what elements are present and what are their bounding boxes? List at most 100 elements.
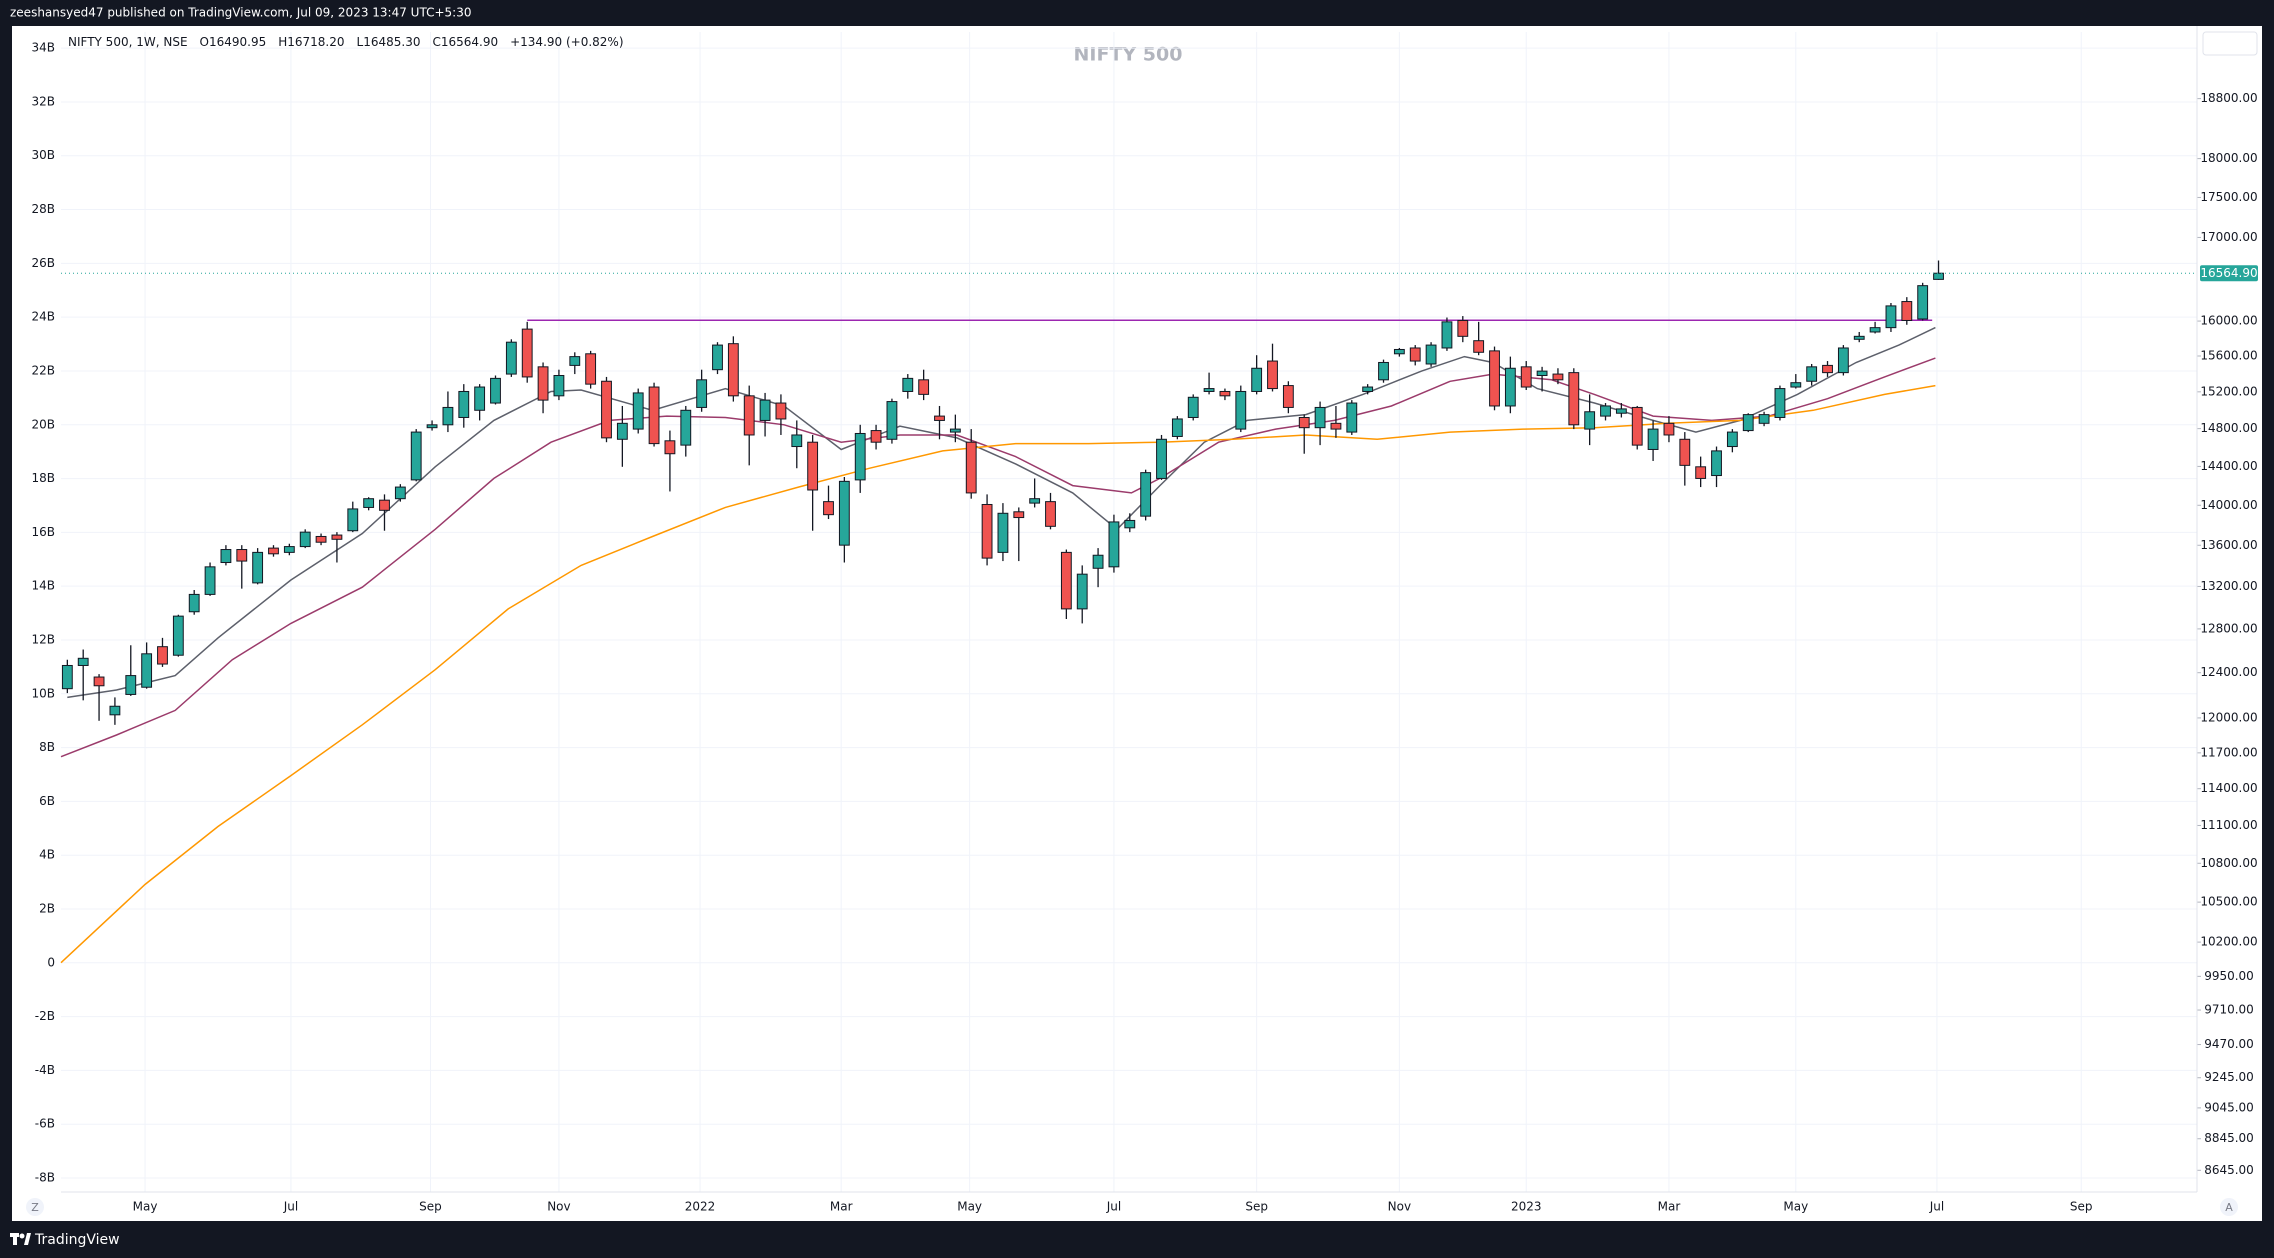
- x-tick-label: May: [957, 1200, 982, 1214]
- x-tick-label: Nov: [547, 1200, 570, 1214]
- y2-tick-label: 6B: [39, 794, 55, 808]
- candle-body: [347, 508, 359, 532]
- corner-box: [2202, 31, 2258, 56]
- candle-body: [696, 379, 708, 408]
- candle-body: [252, 551, 264, 584]
- candle-body: [157, 646, 168, 665]
- y2-tick-label: 4B: [39, 848, 55, 862]
- candle-body: [775, 402, 787, 420]
- candle-body: [1615, 408, 1627, 414]
- candle-body: [965, 441, 977, 494]
- candle-body: [1378, 361, 1389, 381]
- candle-body: [363, 498, 375, 508]
- candle-body: [204, 566, 216, 595]
- candle-body: [1774, 388, 1786, 418]
- legend-item: L16485.30: [357, 35, 421, 49]
- y2-tick-label: -2B: [35, 1009, 55, 1023]
- candle-body: [616, 422, 628, 440]
- y2-tick-label: 12B: [31, 632, 55, 646]
- candle-body: [1235, 390, 1247, 430]
- candle-body: [1853, 335, 1865, 340]
- candle-body: [394, 486, 406, 500]
- y2-tick-label: -6B: [35, 1117, 55, 1131]
- candle-body: [1425, 344, 1437, 365]
- candle-body: [981, 503, 993, 559]
- y2-tick-label: 24B: [31, 310, 55, 324]
- candle-body: [93, 676, 105, 687]
- candle-body: [1076, 573, 1088, 610]
- candle-body: [648, 386, 660, 445]
- logo-part: [24, 1233, 31, 1245]
- candle-body: [1108, 521, 1120, 568]
- candle-body: [1552, 373, 1564, 381]
- candle-body: [1726, 431, 1738, 448]
- y2-tick-label: 28B: [31, 202, 55, 216]
- candle-body: [1251, 367, 1263, 392]
- x-tick-label: Jul: [1929, 1200, 1944, 1214]
- candle-body: [1869, 327, 1881, 333]
- candle-body: [759, 399, 771, 421]
- candle-body: [442, 406, 454, 426]
- candle-body: [1520, 366, 1532, 388]
- candle-body: [1140, 472, 1152, 517]
- y-tick-label: 9950.00: [2204, 969, 2254, 983]
- candle-body: [585, 353, 597, 385]
- y2-tick-label: 26B: [31, 256, 55, 270]
- moving-average: [60, 357, 1936, 758]
- candle-body: [188, 593, 200, 613]
- x-tick-label: Nov: [1388, 1200, 1411, 1214]
- logo-part: [19, 1233, 25, 1239]
- candle-body: [1647, 428, 1659, 450]
- scale-button-bg[interactable]: [2220, 1198, 2238, 1216]
- x-tick-label: Sep: [2070, 1200, 2093, 1214]
- scale-button[interactable]: A: [2225, 1201, 2233, 1214]
- candle-body: [854, 432, 866, 481]
- y2-tick-label: 20B: [31, 417, 55, 431]
- candle-body: [1568, 372, 1580, 426]
- legend-item: H16718.20: [278, 35, 344, 49]
- candle-body: [1314, 406, 1326, 429]
- candle-body: [61, 664, 73, 690]
- candle-body: [1156, 438, 1167, 479]
- y-tick-label: 11700.00: [2200, 745, 2257, 759]
- brand-logo: [10, 1233, 31, 1245]
- candle-body: [823, 501, 834, 516]
- candle-body: [1695, 466, 1707, 479]
- y-tick-label: 12800.00: [2200, 621, 2257, 635]
- candle-body: [1806, 366, 1818, 382]
- candle-body: [727, 343, 739, 397]
- candle-body: [1885, 305, 1897, 329]
- y-tick-label: 16000.00: [2200, 314, 2257, 328]
- candle-body: [236, 549, 248, 562]
- y-tick-label: 14000.00: [2200, 498, 2257, 512]
- y-tick-label: 11400.00: [2200, 781, 2257, 795]
- y2-tick-label: 22B: [31, 363, 55, 377]
- candle-body: [1901, 301, 1913, 321]
- y-tick-label: 10800.00: [2200, 856, 2257, 870]
- candle-body: [712, 344, 723, 371]
- candle-body: [109, 705, 121, 716]
- candle-body: [1504, 367, 1516, 407]
- y-tick-label: 14400.00: [2200, 459, 2257, 473]
- candle-body: [949, 428, 961, 433]
- candle-body: [1584, 411, 1596, 430]
- candle-body: [315, 535, 327, 543]
- y2-tick-label: 16B: [31, 525, 55, 539]
- candle-body: [997, 512, 1009, 553]
- y-tick-label: 15200.00: [2200, 384, 2257, 398]
- candle-body: [1711, 450, 1722, 477]
- candle-body: [1600, 405, 1611, 417]
- candle-body: [664, 440, 676, 455]
- candle-body: [886, 401, 898, 440]
- candle-body: [1045, 501, 1056, 527]
- candle-body: [426, 424, 438, 429]
- scale-button[interactable]: Z: [31, 1201, 39, 1214]
- y-tick-label: 8845.00: [2204, 1131, 2254, 1145]
- candle-body: [1346, 402, 1358, 433]
- y-tick-label: 11100.00: [2200, 818, 2257, 832]
- candle-body: [807, 441, 819, 491]
- scale-button-bg[interactable]: [26, 1198, 44, 1216]
- candle-body: [1298, 416, 1310, 429]
